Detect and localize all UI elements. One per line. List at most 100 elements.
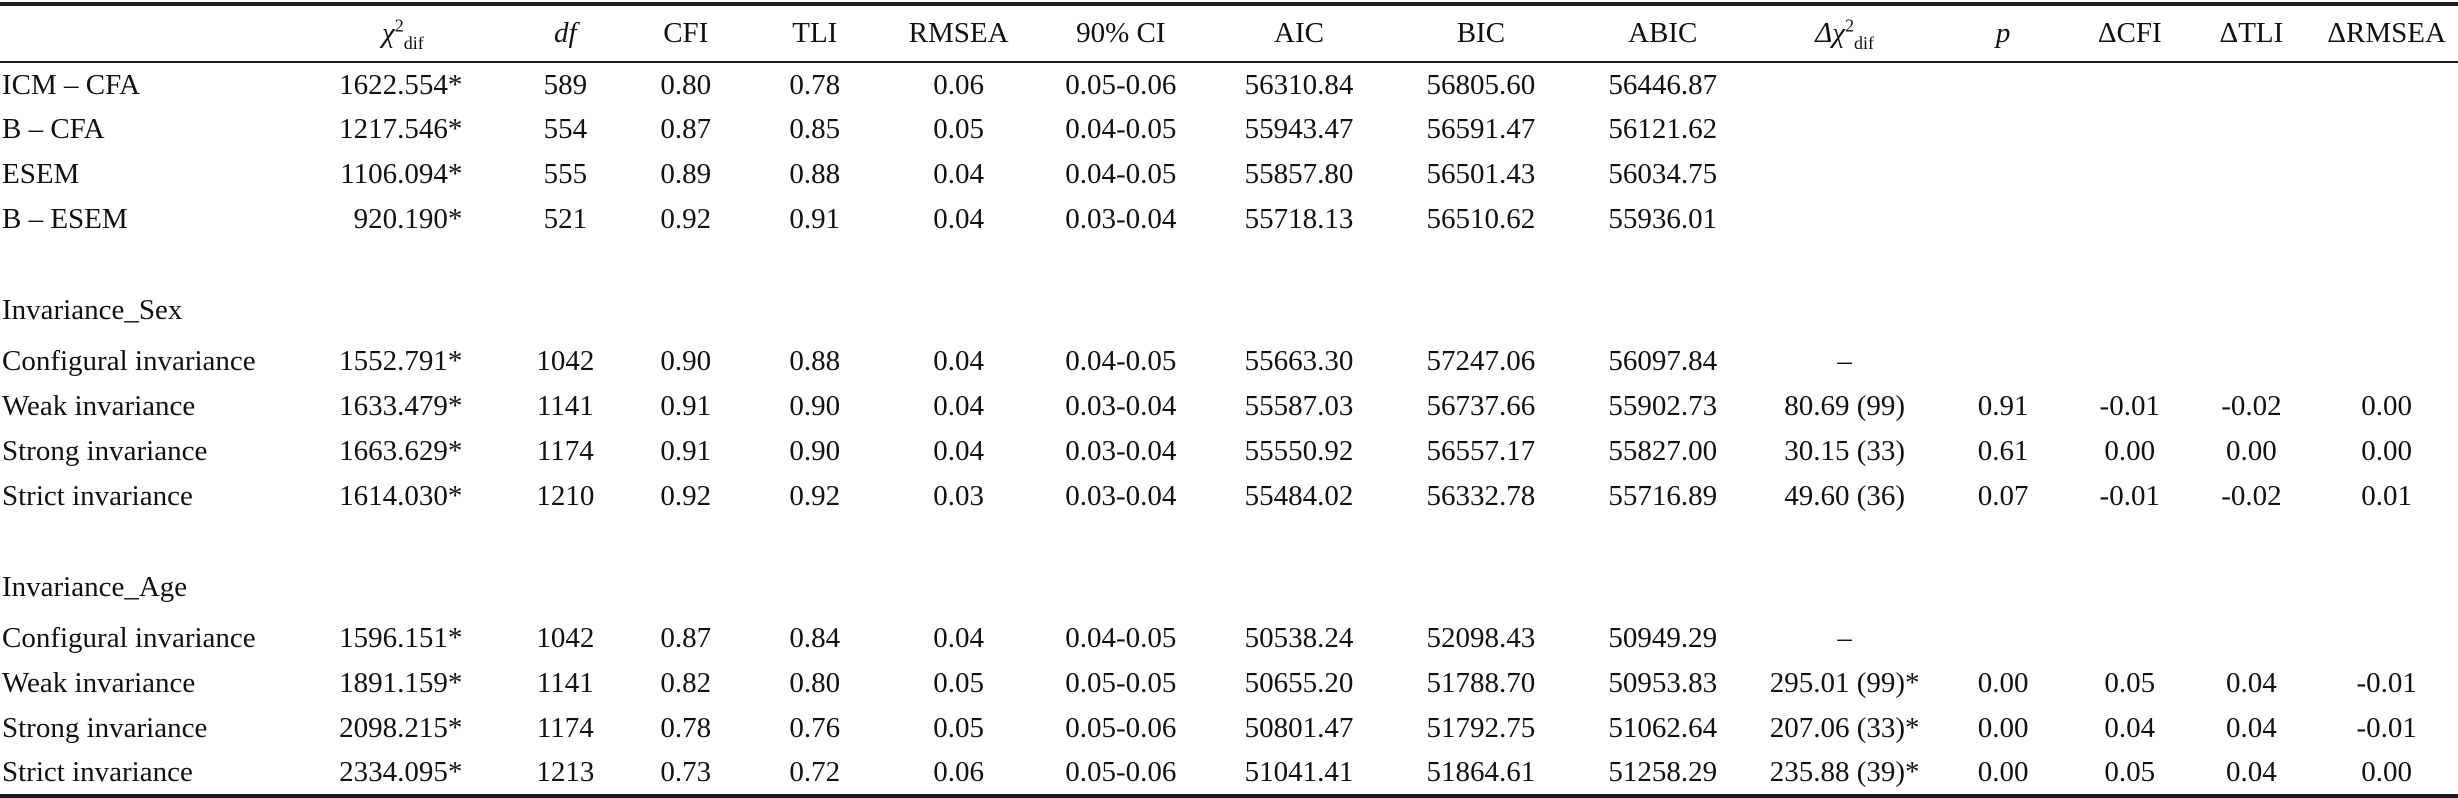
cell-df: 1210	[536, 480, 595, 512]
header-superscript: 2	[1845, 15, 1855, 36]
cell-abic: 55902.73	[1608, 390, 1718, 422]
cell-cfi: 0.73	[660, 756, 712, 788]
row-label: ESEM	[2, 158, 80, 190]
cell-cfi: 0.80	[660, 68, 712, 101]
column-header-rmsea: RMSEA	[882, 4, 1035, 63]
cell-aic: 55484.02	[1244, 480, 1354, 512]
row-label: ICM – CFA	[2, 68, 141, 101]
cell-df: 589	[543, 68, 588, 101]
cell-aic: 55857.80	[1244, 158, 1354, 190]
section-row: Invariance_Age	[0, 519, 2458, 616]
cell-aic: 55587.03	[1244, 390, 1354, 422]
cell-tli: 0.80	[789, 667, 841, 699]
cell-rmsea: 0.06	[933, 68, 984, 101]
cell-dcfi	[2072, 62, 2188, 107]
cell-dchi2dif: –	[1837, 345, 1852, 377]
cell-p: 0.00	[1977, 667, 2029, 699]
cell-dtli	[2188, 339, 2316, 384]
cell-dchi2dif: 49.60 (36)	[1784, 480, 1906, 512]
cell-cfi: 0.87	[660, 113, 712, 145]
cell-dchi2dif	[1755, 152, 1934, 197]
cell-df: 1174	[536, 712, 594, 744]
header-label: df	[554, 17, 577, 49]
header-label: ΔCFI	[2097, 17, 2162, 49]
table-row: B – ESEM 920.190* 521 0.92 0.91 0.04 0.03-0.04…	[0, 197, 2458, 242]
table-row: Weak invariance 1891.159* 1141 0.82 0.80 0.05…	[0, 661, 2458, 706]
cell-dchi2dif	[1755, 62, 1934, 107]
cell-dtli	[2188, 616, 2316, 661]
cell-rmsea: 0.04	[933, 390, 984, 422]
cell-dchi2dif: 235.88 (39)*	[1769, 756, 1920, 788]
cell-drmsea: 0.00	[2361, 435, 2413, 467]
cell-df: 1141	[536, 667, 594, 699]
cell-cfi: 0.92	[660, 203, 712, 235]
table-row: Strict invariance 1614.030* 1210 0.92 0.92 0.…	[0, 474, 2458, 519]
header-label: BIC	[1456, 17, 1506, 49]
cell-ci90: 0.03-0.04	[1065, 203, 1177, 235]
cell-p: 0.61	[1977, 435, 2029, 467]
column-header-aic: AIC	[1206, 4, 1392, 63]
cell-chi2dif: 1106.094*	[340, 158, 463, 190]
column-header-chi2dif: χ2dif	[329, 4, 507, 63]
header-label: RMSEA	[908, 17, 1009, 49]
header-label: ΔRMSEA	[2327, 17, 2446, 49]
cell-cfi: 0.89	[660, 158, 712, 190]
cell-bic: 56501.43	[1426, 158, 1536, 190]
cell-chi2dif: 2098.215*	[339, 712, 463, 744]
cell-drmsea: 0.00	[2361, 390, 2413, 422]
cell-df: 521	[543, 203, 588, 235]
section-row: Invariance_Sex	[0, 242, 2458, 339]
cell-aic: 50538.24	[1244, 622, 1354, 654]
cell-tli: 0.78	[789, 68, 841, 101]
cell-dchi2dif: 80.69 (99)	[1784, 390, 1906, 422]
cell-bic: 56591.47	[1426, 113, 1536, 145]
cell-dchi2dif	[1755, 107, 1934, 152]
cell-chi2dif: 1663.629*	[339, 435, 463, 467]
cell-chi2dif: 2334.095*	[339, 756, 463, 788]
cell-dtli	[2188, 107, 2316, 152]
cell-dcfi: -0.01	[2099, 480, 2160, 512]
cell-p: 0.00	[1977, 712, 2029, 744]
header-row: χ2dif df CFI TLI RMSEA 90% CI AIC BIC ABIC Δχ2dif…	[0, 4, 2458, 63]
cell-aic: 56310.84	[1244, 68, 1354, 101]
column-header-abic: ABIC	[1570, 4, 1755, 63]
cell-drmsea	[2315, 62, 2458, 107]
header-label: AIC	[1274, 17, 1324, 49]
cell-tli: 0.88	[789, 158, 841, 190]
cell-cfi: 0.87	[660, 622, 712, 654]
cell-p: 0.91	[1977, 390, 2029, 422]
cell-dtli: 0.04	[2226, 756, 2277, 788]
cell-abic: 55936.01	[1608, 203, 1718, 235]
cell-dtli: 0.00	[2226, 435, 2277, 467]
cell-dcfi	[2072, 197, 2188, 242]
cell-p	[1934, 62, 2072, 107]
cell-cfi: 0.78	[660, 712, 712, 744]
cell-abic: 50953.83	[1608, 667, 1718, 699]
cell-cfi: 0.91	[660, 390, 712, 422]
cell-dchi2dif: –	[1837, 622, 1852, 654]
cell-ci90: 0.05-0.06	[1065, 68, 1177, 101]
cell-dtli: -0.02	[2221, 480, 2282, 512]
cell-p: 0.00	[1977, 756, 2029, 788]
header-label: TLI	[792, 17, 838, 49]
cell-dcfi	[2072, 339, 2188, 384]
section-label: Invariance_Age	[2, 571, 188, 603]
cell-p	[1934, 107, 2072, 152]
cell-dchi2dif: 30.15 (33)	[1784, 435, 1906, 467]
cell-dcfi: 0.04	[2104, 712, 2156, 744]
table-row: Weak invariance 1633.479* 1141 0.91 0.90 0.04…	[0, 384, 2458, 429]
cell-drmsea: 0.01	[2361, 480, 2413, 512]
cell-df: 554	[543, 113, 588, 145]
cell-drmsea	[2315, 197, 2458, 242]
cell-chi2dif: 1217.546*	[339, 113, 463, 145]
cell-chi2dif: 1891.159*	[339, 667, 463, 699]
cell-dcfi	[2072, 152, 2188, 197]
cell-df: 1042	[536, 345, 595, 377]
cell-bic: 57247.06	[1426, 345, 1536, 377]
cell-aic: 50801.47	[1244, 712, 1354, 744]
table-body: ICM – CFA 1622.554* 589 0.80 0.78 0.06 0.05-0.…	[0, 62, 2458, 796]
cell-aic: 55718.13	[1244, 203, 1354, 235]
table-row: ESEM 1106.094* 555 0.89 0.88 0.04 0.04-0.05 558…	[0, 152, 2458, 197]
cell-cfi: 0.92	[660, 480, 712, 512]
